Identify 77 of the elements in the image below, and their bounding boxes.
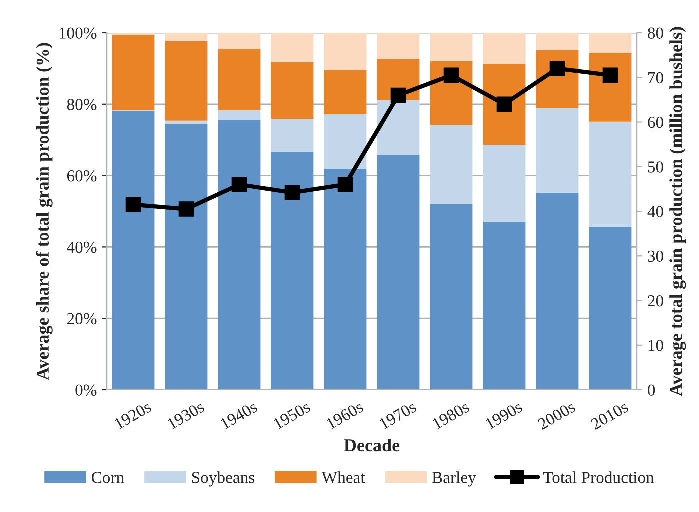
y-tick-label: 80% [67,99,97,110]
x-tick-label: 1970s [378,401,418,430]
bar [377,33,420,60]
bar [430,125,473,204]
point [602,68,618,84]
point [232,177,248,192]
y-tick-label: 100% [60,28,97,39]
point [496,96,512,112]
legend-label: Barley [432,472,476,487]
point [126,197,142,212]
point [444,68,460,84]
bar [165,33,208,41]
bar [165,120,208,124]
bar [536,192,579,390]
y-axis-title: Average share of total grain production (%) [36,43,53,380]
bar [483,145,526,222]
y2-axis-title: Average total grain production (million bushels) [670,27,686,396]
x-tick-label: 1950s [272,401,312,430]
bar [271,119,314,152]
bar [536,108,579,193]
legend-label: Corn [92,472,124,484]
y2-tick-label: 0 [648,384,656,396]
y-tick-label: 20% [67,313,97,325]
x-tick-label: 1980s [432,401,470,430]
y2-tick-label: 10 [648,340,664,352]
bar [483,222,526,390]
x-tick-label: 1940s [220,401,258,430]
bar [112,110,155,390]
x-tick-label: 1930s [166,401,206,430]
point [390,88,406,104]
x-tick-label: 2000s [537,401,576,430]
point [338,177,354,192]
bar [324,70,367,114]
x-tick-label: 1990s [484,401,524,430]
bar [218,49,261,110]
bar [324,169,367,390]
y-tick-label: 40% [67,242,97,254]
y2-tick-label: 30 [648,250,664,262]
bar [324,33,367,70]
legend-label: Total Production [543,472,654,484]
bar [165,40,208,121]
y2-tick-label: 20 [648,295,664,307]
bar [271,152,314,390]
x-tick-label: 1920s [114,401,152,430]
bar [377,155,420,390]
bar [589,226,632,390]
bar [218,33,261,50]
bar [589,33,632,54]
bar [218,120,261,390]
bar [165,124,208,390]
bar [271,62,314,120]
x-axis-title: Decade [344,438,400,452]
bar [112,35,155,110]
y2-tick-label: 50 [648,162,664,173]
bar [589,122,632,227]
legend-label: Soybeans [192,472,255,487]
y2-tick-label: 70 [648,72,664,84]
bar [218,110,261,120]
y-tick-label: 0% [76,384,97,396]
y2-tick-label: 40 [648,206,664,218]
bar [589,53,632,122]
point [178,202,194,217]
y2-tick-label: 80 [648,28,664,39]
bar [377,100,420,156]
y-tick-label: 60% [67,170,97,182]
y2-tick-label: 60 [648,116,664,128]
bar [483,33,526,64]
bar [430,204,473,390]
point [284,185,300,200]
bar [271,33,314,62]
point [550,61,566,76]
legend-label: Wheat [322,472,366,484]
bar [324,114,367,170]
bar [536,33,579,50]
x-tick-label: 1960s [326,401,364,430]
bar [430,33,473,61]
x-tick-label: 2010s [590,401,630,430]
